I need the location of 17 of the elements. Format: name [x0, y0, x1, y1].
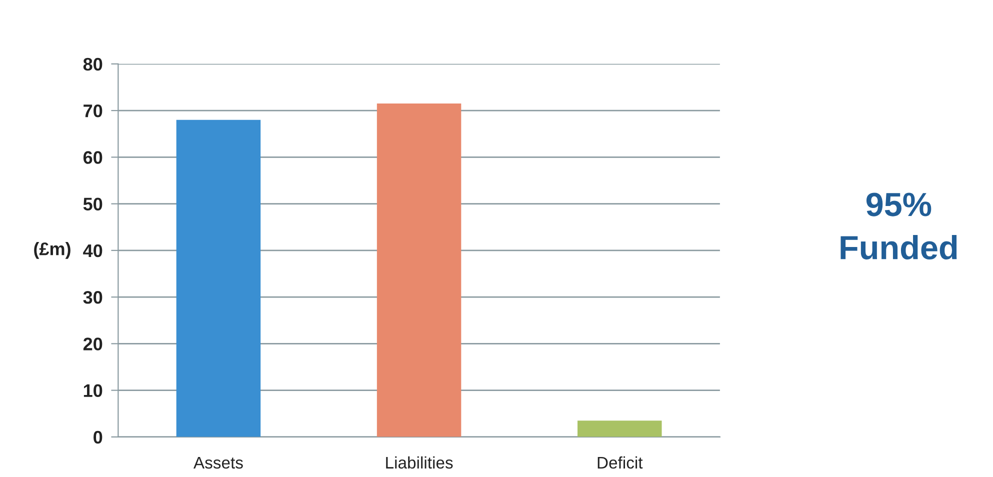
y-tick-label: 10 — [84, 384, 102, 398]
y-axis-title: (£m) — [34, 242, 70, 259]
y-tick-label: 0 — [94, 430, 102, 444]
y-tick-label: 30 — [83, 290, 102, 304]
text: 95% Funded — [840, 192, 957, 260]
y-tick-label: 80 — [83, 58, 102, 71]
y-tick-label: 70 — [84, 104, 102, 118]
bar — [176, 120, 261, 437]
y-tick-label: 20 — [83, 338, 102, 350]
x-tick-label: Liabilities — [386, 456, 453, 469]
bar — [578, 420, 662, 437]
y-tick-label: 60 — [83, 151, 102, 164]
y-tick-label: 40 — [83, 244, 102, 258]
x-tick-label: Deficit — [598, 456, 643, 469]
bar — [376, 104, 462, 437]
x-tick-label: Assets — [193, 456, 243, 469]
y-tick-label: 50 — [83, 198, 102, 211]
